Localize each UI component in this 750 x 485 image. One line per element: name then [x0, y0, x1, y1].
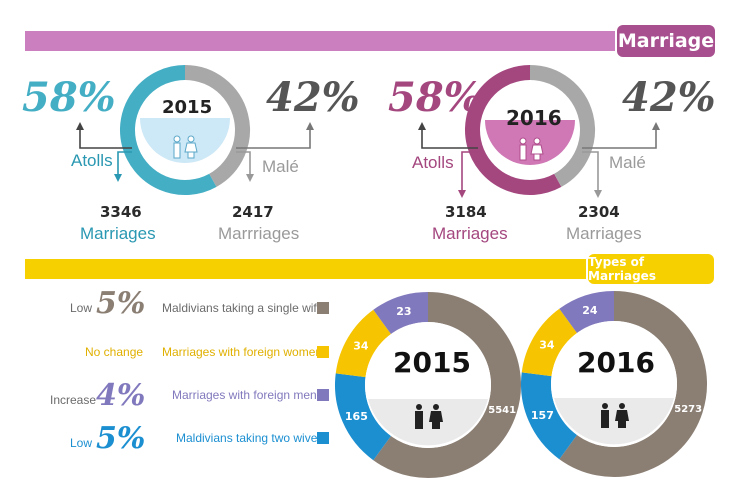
label-2016-male: Malé: [609, 153, 646, 172]
types-2015-value-2: 23: [396, 305, 411, 318]
unit-2016-atolls: Marriages: [432, 224, 508, 243]
ring-2015-water: [140, 118, 230, 163]
types-2016-segment-1: [521, 308, 578, 377]
legend-change-word-3: Increase: [50, 393, 97, 407]
pct-2016-atolls: 58%: [388, 74, 482, 121]
label-2016-atolls: Atolls: [412, 153, 454, 172]
arrows-2015: [76, 122, 314, 182]
pct-2015-male: 42%: [266, 74, 360, 121]
marriage-title-tag: Marriage: [617, 25, 715, 57]
arc-2015-atolls: [120, 65, 217, 195]
legend-swatch-3: [317, 389, 329, 401]
ring-2016-fill: [485, 120, 575, 165]
pct-2015-atolls: 58%: [22, 74, 116, 121]
legend-swatch-4: [317, 432, 329, 444]
types-2016-value-2: 24: [582, 304, 598, 317]
legend-label-4: Maldivians taking two wives: [176, 431, 324, 445]
types-title: Types of Marriages: [588, 255, 656, 283]
types-2015-segment-0: [373, 292, 521, 478]
label-2015-male: Malé: [262, 157, 299, 176]
arrows-2016: [418, 122, 660, 198]
legend-change-pct-1: 5%: [96, 286, 146, 321]
unit-2016-male: Marriages: [566, 224, 642, 243]
arc-2016-male: [529, 65, 595, 187]
legend-label-2: Marriages with foreign women: [162, 345, 323, 359]
types-title-tag: Types of Marriages: [588, 254, 714, 284]
types-2015-couple-icon: [415, 404, 443, 429]
types-2015-value-3: 165: [345, 410, 368, 423]
types-2016-center-fill: [554, 398, 674, 445]
marriage-title: Marriage: [617, 30, 715, 52]
types-2016-value-3: 157: [531, 409, 554, 422]
value-2016-male: 2304: [578, 203, 620, 221]
types-2016-segment-2: [559, 291, 615, 334]
types-2015-year: 2015: [393, 346, 471, 379]
legend-label-3: Marriages with foreign men: [172, 388, 317, 402]
legend-label-1: Maldivians taking a single wife: [162, 301, 324, 315]
couple-icon-2016: [519, 137, 544, 161]
value-2016-atolls: 3184: [445, 203, 487, 221]
types-2016-year: 2016: [577, 346, 655, 379]
pct-2016-male: 42%: [622, 74, 716, 121]
types-2015-segment-3: [335, 373, 392, 461]
types-2015-value-0: 5541: [488, 405, 516, 416]
types-header-band: [25, 259, 625, 279]
legend-swatch-1: [317, 302, 329, 314]
ring-2016: [465, 65, 595, 195]
ring-2015-year: 2015: [162, 97, 213, 118]
types-2015-center-fill: [368, 399, 488, 446]
legend-change-pct-4: 5%: [96, 421, 146, 456]
legend-change-word-4: Low: [70, 436, 93, 450]
ring-2015: [120, 65, 250, 195]
types-2016-value-1: 34: [539, 338, 555, 351]
legend-change-pct-3: 4%: [96, 378, 146, 413]
unit-2015-atolls: Marriages: [80, 224, 156, 243]
types-2016-value-0: 5273: [674, 404, 702, 415]
types-2016-segment-0: [559, 291, 707, 477]
types-2016-couple-icon: [601, 403, 629, 428]
ring-2016-year: 2016: [506, 106, 562, 130]
legend-swatch-2: [317, 346, 329, 358]
marriage-header-band: [25, 31, 625, 51]
types-2015-segment-2: [373, 292, 429, 335]
arc-2015-male: [184, 65, 250, 187]
types-2015-value-1: 34: [353, 339, 369, 352]
types-2016-segment-3: [521, 372, 578, 460]
label-2015-atolls: Atolls: [71, 151, 113, 170]
legend-change-word-2: No change: [85, 345, 144, 359]
types-2015-segment-1: [335, 309, 392, 378]
value-2015-atolls: 3346: [100, 203, 142, 221]
arc-2016-atolls: [465, 65, 562, 195]
legend-change-word-1: Low: [70, 301, 93, 315]
value-2015-male: 2417: [232, 203, 274, 221]
unit-2015-male: Marrriages: [218, 224, 300, 243]
couple-icon-2015: [173, 135, 198, 159]
